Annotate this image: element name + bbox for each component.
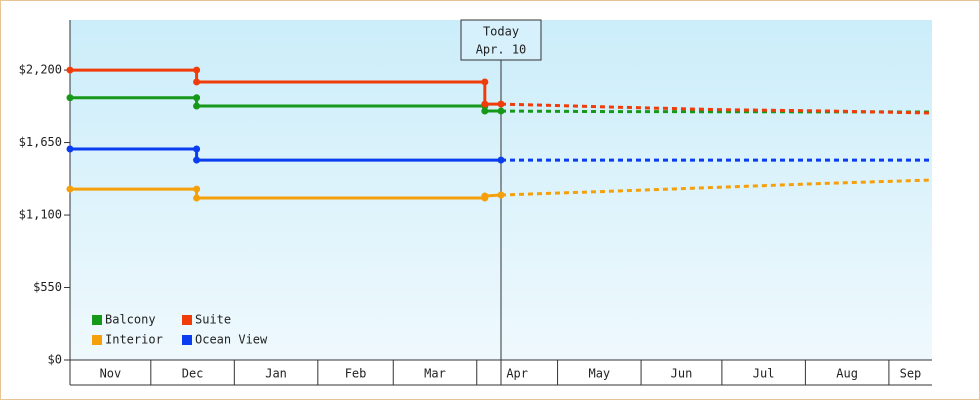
point (66, 145, 74, 153)
point (193, 78, 201, 86)
legend-label: Balcony (105, 313, 156, 327)
x-tick-label: Jan (265, 367, 287, 381)
legend-swatch (182, 315, 192, 325)
today-date: Apr. 10 (476, 43, 527, 57)
x-tick-label: Jun (671, 367, 693, 381)
y-tick-label: $1,100 (19, 208, 62, 222)
point (193, 156, 201, 164)
point (193, 66, 201, 74)
x-tick-label: Sep (900, 367, 922, 381)
y-tick-label: $550 (33, 280, 62, 294)
x-tick-label: Apr (506, 367, 528, 381)
series-line (70, 147, 501, 162)
legend-label: Ocean View (195, 333, 268, 347)
point (481, 100, 489, 108)
x-tick-label: Aug (836, 367, 858, 381)
point (497, 100, 505, 108)
today-box (460, 19, 542, 61)
point (497, 191, 505, 199)
legend-swatch (182, 335, 192, 345)
x-tick-label: Jul (753, 367, 775, 381)
point (193, 145, 201, 153)
point (193, 194, 201, 202)
point (66, 66, 74, 74)
point (193, 94, 201, 102)
point (481, 192, 489, 200)
point (66, 94, 74, 102)
x-tick-label: Feb (345, 367, 367, 381)
point (193, 185, 201, 193)
y-tick-label: $2,200 (19, 63, 62, 77)
point (193, 102, 201, 110)
legend-label: Interior (105, 333, 163, 347)
legend-swatch (92, 335, 102, 345)
legend-swatch (92, 315, 102, 325)
point (66, 185, 74, 193)
legend-label: Suite (195, 313, 231, 327)
point (481, 78, 489, 86)
x-tick-label: Dec (182, 367, 204, 381)
y-tick-label: $1,650 (19, 135, 62, 149)
x-tick-label: Nov (100, 367, 122, 381)
x-tick-label: May (588, 367, 610, 381)
y-tick-label: $0 (48, 353, 62, 367)
point (481, 107, 489, 115)
today-title: Today (483, 25, 519, 39)
point (497, 107, 505, 115)
x-tick-label: Mar (424, 367, 446, 381)
point (497, 156, 505, 164)
